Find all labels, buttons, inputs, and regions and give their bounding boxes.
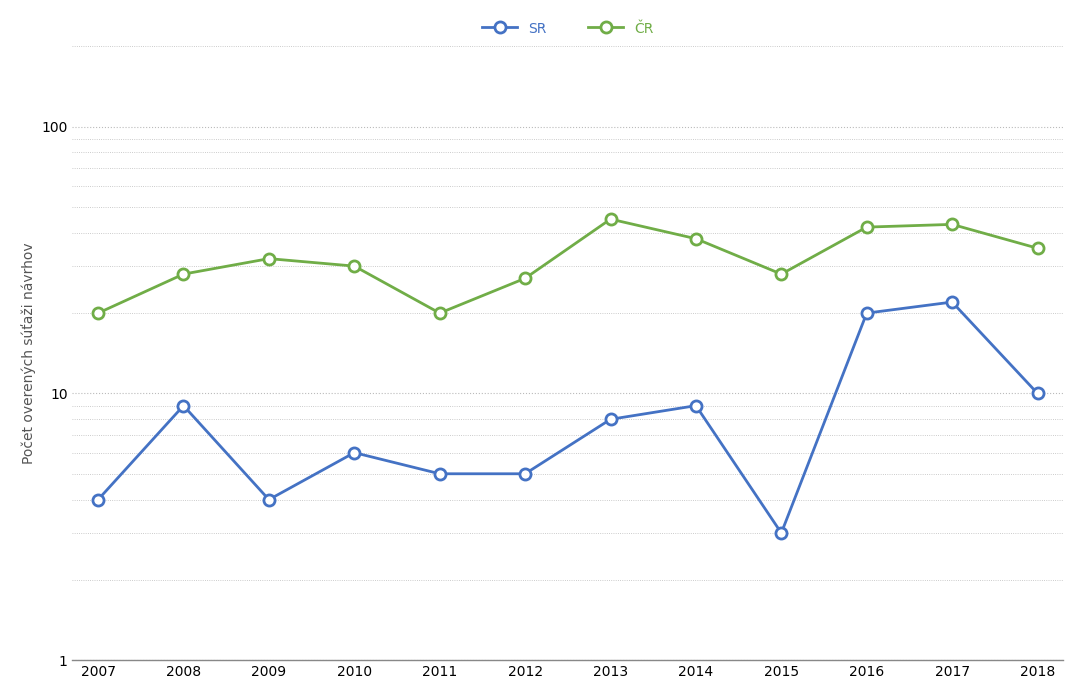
- SR: [689, 401, 702, 410]
- SR: [1031, 389, 1044, 398]
- ČR: [945, 220, 958, 229]
- ČR: [262, 254, 275, 262]
- ČR: [604, 215, 617, 223]
- SR: [945, 298, 958, 307]
- ČR: [348, 262, 361, 270]
- ČR: [434, 309, 447, 317]
- SR: [262, 496, 275, 504]
- Y-axis label: Počet overených súťaži návrhov: Počet overených súťaži návrhov: [21, 242, 36, 464]
- ČR: [1031, 244, 1044, 253]
- SR: [348, 449, 361, 457]
- Line: ČR: ČR: [92, 214, 1043, 318]
- ČR: [91, 309, 104, 317]
- ČR: [775, 270, 788, 279]
- ČR: [861, 223, 874, 231]
- Legend: SR, ČR: SR, ČR: [477, 16, 659, 41]
- SR: [434, 470, 447, 478]
- ČR: [177, 270, 190, 279]
- ČR: [689, 234, 702, 243]
- ČR: [518, 274, 531, 283]
- SR: [604, 415, 617, 424]
- Line: SR: SR: [92, 297, 1043, 538]
- SR: [518, 470, 531, 478]
- SR: [177, 401, 190, 410]
- SR: [91, 496, 104, 504]
- SR: [861, 309, 874, 317]
- SR: [775, 528, 788, 537]
